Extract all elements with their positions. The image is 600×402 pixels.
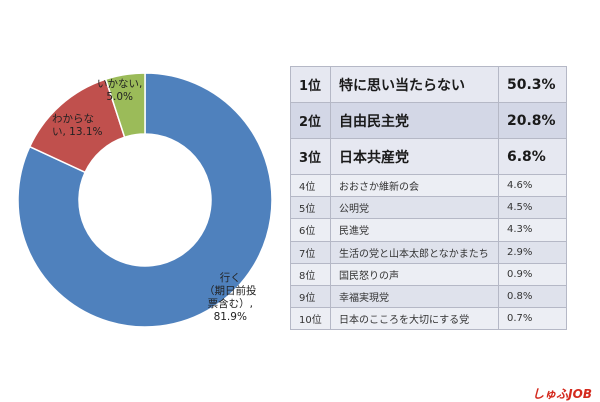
- table-row: 2位 自由民主党 20.8%: [290, 102, 567, 139]
- rank-cell: 9位: [290, 284, 331, 309]
- donut-chart: 行く （期日前投 票含む）, 81.9% わからな い, 13.1% いかない,…: [0, 0, 290, 400]
- rank-cell: 7位: [290, 240, 331, 264]
- slice-label-not-go: いかない, 5.0%: [97, 78, 143, 103]
- party-name-cell: 日本共産党: [330, 138, 499, 175]
- party-name-cell: 国民怒りの声: [330, 262, 499, 286]
- rank-cell: 5位: [290, 196, 331, 220]
- rank-cell: 2位: [290, 102, 331, 139]
- party-name-cell: おおさか維新の会: [330, 173, 499, 198]
- percent-cell: 0.9%: [498, 262, 567, 286]
- table-row: 1位 特に思い当たらない 50.3%: [290, 66, 567, 103]
- party-name-cell: 日本のこころを大切にする党: [330, 307, 499, 331]
- rank-cell: 6位: [290, 218, 331, 242]
- percent-cell: 50.3%: [498, 66, 567, 103]
- percent-cell: 4.6%: [498, 173, 567, 198]
- table-row: 4位 おおさか維新の会 4.6%: [290, 173, 567, 198]
- rank-cell: 4位: [290, 173, 331, 198]
- party-ranking-table: 1位 特に思い当たらない 50.3% 2位 自由民主党 20.8% 3位 日本共産党 6.8% 4…: [290, 66, 567, 331]
- rank-cell: 1位: [290, 66, 331, 103]
- party-name-cell: 民進党: [330, 218, 499, 242]
- percent-cell: 0.7%: [498, 307, 567, 331]
- table-row: 8位 国民怒りの声 0.9%: [290, 262, 567, 286]
- percent-cell: 6.8%: [498, 138, 567, 175]
- table-row: 6位 民進党 4.3%: [290, 218, 567, 242]
- percent-cell: 0.8%: [498, 284, 567, 309]
- donut-svg: [17, 72, 273, 328]
- percent-cell: 4.3%: [498, 218, 567, 242]
- party-name-cell: 公明党: [330, 196, 499, 220]
- table-row: 10位 日本のこころを大切にする党 0.7%: [290, 307, 567, 331]
- party-name-cell: 生活の党と山本太郎となかまたち: [330, 240, 499, 264]
- brand-logo: しゅふJOB: [532, 387, 592, 401]
- rank-cell: 10位: [290, 307, 331, 331]
- party-name-cell: 自由民主党: [330, 102, 499, 139]
- party-name-cell: 幸福実現党: [330, 284, 499, 309]
- slice-label-go: 行く （期日前投 票含む）, 81.9%: [204, 272, 257, 323]
- percent-cell: 4.5%: [498, 196, 567, 220]
- slice-go: [17, 72, 273, 328]
- table-row: 3位 日本共産党 6.8%: [290, 138, 567, 175]
- rank-cell: 8位: [290, 262, 331, 286]
- percent-cell: 2.9%: [498, 240, 567, 264]
- table-row: 7位 生活の党と山本太郎となかまたち 2.9%: [290, 240, 567, 264]
- rank-cell: 3位: [290, 138, 331, 175]
- slice-not-go: [104, 72, 146, 139]
- party-name-cell: 特に思い当たらない: [330, 66, 499, 103]
- slice-label-unknown: わからな い, 13.1%: [52, 113, 103, 138]
- table-row: 5位 公明党 4.5%: [290, 196, 567, 220]
- percent-cell: 20.8%: [498, 102, 567, 139]
- table-row: 9位 幸福実現党 0.8%: [290, 284, 567, 309]
